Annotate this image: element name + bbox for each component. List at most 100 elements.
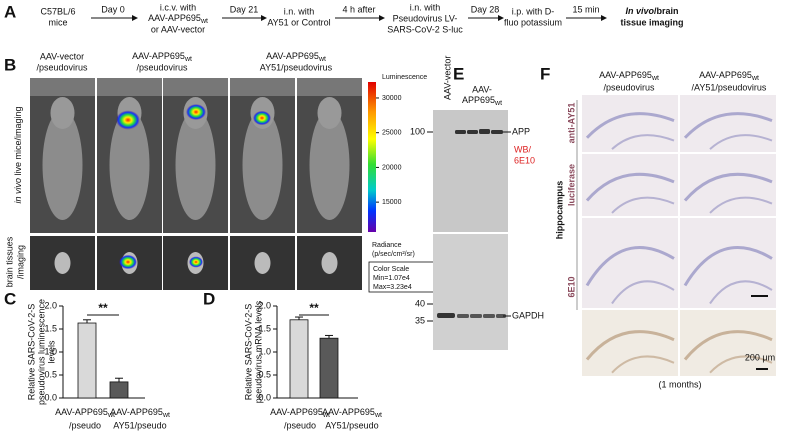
subscript: wt bbox=[184, 56, 192, 63]
step-text: SARS-CoV-2 S-luc bbox=[387, 24, 463, 34]
text: in vivo bbox=[13, 178, 23, 204]
stage bbox=[297, 78, 362, 96]
blot-image bbox=[433, 110, 508, 232]
text: AAV-APP695 bbox=[599, 70, 652, 80]
footer: (1 months) bbox=[658, 379, 701, 389]
x-tick-label: /pseudo bbox=[69, 420, 101, 430]
arrow-label: 4 h after bbox=[342, 4, 375, 14]
column-header: AAV-APP695wt bbox=[266, 51, 326, 62]
mouse bbox=[42, 110, 83, 220]
colorbar-tick-label: 30000 bbox=[382, 95, 402, 102]
y-axis-label: pseudovirus luminescence bbox=[36, 299, 46, 405]
column-header: /pseudovirus bbox=[36, 62, 88, 72]
hippocampus bbox=[709, 355, 773, 374]
text: AAV-APP695 bbox=[266, 51, 319, 61]
signal bbox=[186, 104, 206, 120]
column-header: /pseudovirus bbox=[136, 62, 188, 72]
row-label: brain tissues bbox=[4, 236, 14, 287]
hippocampus bbox=[709, 196, 773, 214]
y-axis-label: Relative SARS-CoV-2-S bbox=[26, 304, 36, 401]
step-text: mice bbox=[48, 17, 67, 27]
scale-text: Min=1.07e4 bbox=[373, 275, 410, 282]
step-text: In vivo/brain bbox=[625, 6, 678, 16]
band bbox=[437, 313, 455, 318]
column-header: AAV-APP695wt bbox=[699, 70, 759, 81]
column-header: /pseudovirus bbox=[603, 82, 655, 92]
bar bbox=[109, 381, 129, 399]
tissue-image bbox=[582, 95, 678, 152]
y-tick-label: 1.0 bbox=[258, 346, 271, 356]
imaging-panels bbox=[30, 78, 362, 290]
x-tick-label: /pseudo bbox=[284, 420, 316, 430]
column-header: AAV-vector bbox=[40, 51, 84, 61]
y-axis-label: levels bbox=[46, 340, 56, 364]
tissue-image bbox=[582, 218, 678, 308]
panel-label: E bbox=[453, 64, 464, 83]
tissue-image bbox=[582, 154, 678, 216]
hippocampus bbox=[611, 134, 675, 150]
text: AAV-APP695 bbox=[132, 51, 185, 61]
scale-label: 200 μm bbox=[745, 352, 775, 362]
band-label: WB/ bbox=[514, 144, 531, 154]
stage bbox=[97, 78, 162, 96]
significance: ** bbox=[309, 301, 319, 315]
hippocampus bbox=[683, 330, 773, 361]
western-blot: AAV-vector AAV- APP695wt 100 40 35 APP W… bbox=[410, 56, 544, 350]
subscript: wt bbox=[200, 18, 208, 25]
signal bbox=[116, 110, 140, 130]
imaging-headers: AAV-vector /pseudovirus AAV-APP695wt /ps… bbox=[4, 51, 332, 287]
tiles bbox=[582, 95, 776, 376]
column-header: AY51/pseudovirus bbox=[260, 62, 333, 72]
arrow-label: 15 min bbox=[572, 4, 599, 14]
text: AAV-APP695 bbox=[55, 407, 108, 417]
subscript: wt bbox=[162, 412, 170, 419]
bar bbox=[289, 319, 309, 399]
hippocampus bbox=[709, 280, 773, 305]
hippocampus bbox=[709, 134, 773, 150]
y-tick-label: 0.5 bbox=[44, 369, 57, 379]
colorbar-tick-label: 25000 bbox=[382, 130, 402, 137]
arrow-label: Day 28 bbox=[471, 4, 500, 14]
band-label: APP bbox=[512, 126, 530, 136]
text: AAV-APP695 bbox=[148, 13, 201, 23]
colorbar-tick-label: 15000 bbox=[382, 199, 402, 206]
brain bbox=[254, 252, 271, 274]
step-text: AY51 or Control bbox=[267, 17, 330, 27]
signal bbox=[189, 256, 203, 268]
colorbar-title: Luminescence bbox=[382, 74, 427, 81]
row-label: anti-AY51 bbox=[566, 103, 576, 144]
histology: AAV-APP695wt /pseudovirus AAV-APP695wt /… bbox=[554, 70, 776, 389]
mouse bbox=[175, 110, 216, 220]
row-label: luciferase bbox=[566, 164, 576, 206]
text: AAV-APP695 bbox=[699, 70, 752, 80]
mouse-head bbox=[317, 97, 342, 129]
x-tick-label: AAV-APP695wt bbox=[110, 407, 170, 418]
band bbox=[496, 314, 506, 318]
hippocampus bbox=[683, 172, 773, 202]
hippocampus bbox=[585, 112, 675, 139]
y-tick-label: 0.5 bbox=[258, 369, 271, 379]
colorbar bbox=[368, 82, 376, 232]
band bbox=[455, 130, 466, 134]
signal bbox=[253, 110, 271, 126]
hippocampus bbox=[611, 280, 675, 305]
mouse-head bbox=[50, 97, 75, 129]
hippocampus bbox=[611, 355, 675, 374]
lane-label: AAV- bbox=[472, 84, 492, 94]
panel-label: B bbox=[4, 55, 16, 74]
marker-label: 35 bbox=[415, 315, 425, 325]
panel-label: A bbox=[4, 2, 16, 21]
column-header: AAV-APP695wt bbox=[132, 51, 192, 62]
band bbox=[479, 129, 490, 134]
tissue-image bbox=[680, 218, 776, 308]
bar bbox=[77, 322, 97, 399]
step-text: fluo potassium bbox=[504, 17, 562, 27]
text: AAV-APP695 bbox=[322, 407, 375, 417]
hippocampus bbox=[683, 112, 773, 139]
arrow-label: Day 21 bbox=[230, 4, 259, 14]
y-tick-label: 2.0 bbox=[44, 300, 57, 310]
text: AAV-APP695 bbox=[110, 407, 163, 417]
band bbox=[483, 314, 495, 318]
text: AAV-APP695 bbox=[270, 407, 323, 417]
